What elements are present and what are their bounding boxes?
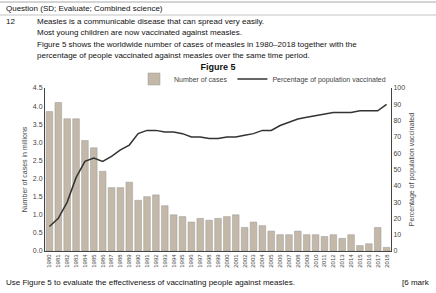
svg-text:1991: 1991 [144, 254, 150, 268]
svg-text:50: 50 [393, 166, 401, 173]
svg-text:4.0: 4.0 [33, 103, 43, 110]
svg-text:1999: 1999 [215, 254, 221, 268]
svg-text:3.0: 3.0 [33, 139, 43, 146]
svg-text:Percentage of population vacci: Percentage of population vaccinated [272, 76, 385, 84]
svg-text:30: 30 [393, 199, 401, 206]
svg-text:2018: 2018 [384, 254, 390, 268]
svg-text:2016: 2016 [366, 254, 372, 268]
svg-text:100: 100 [393, 84, 405, 91]
svg-text:2003: 2003 [250, 254, 256, 268]
svg-text:1984: 1984 [82, 254, 88, 268]
svg-text:Measles is a communicable dise: Measles is a communicable disease that c… [37, 17, 264, 26]
svg-text:1.5: 1.5 [33, 193, 43, 200]
svg-text:1988: 1988 [117, 254, 123, 268]
svg-text:2014: 2014 [348, 254, 354, 268]
svg-text:Number of cases: Number of cases [174, 76, 227, 83]
svg-text:Figure 5: Figure 5 [200, 62, 235, 72]
svg-text:1997: 1997 [197, 254, 203, 268]
svg-text:1990: 1990 [135, 254, 141, 268]
svg-text:1.0: 1.0 [33, 211, 43, 218]
svg-text:2006: 2006 [277, 254, 283, 268]
svg-text:Use Figure 5 to evaluate the e: Use Figure 5 to evaluate the effectivene… [6, 278, 295, 287]
svg-text:2001: 2001 [233, 254, 239, 268]
svg-text:80: 80 [393, 117, 401, 124]
svg-text:1995: 1995 [179, 254, 185, 268]
svg-text:2004: 2004 [259, 254, 265, 268]
svg-text:1989: 1989 [126, 254, 132, 268]
svg-text:2011: 2011 [321, 254, 327, 268]
svg-text:0: 0 [393, 247, 397, 254]
svg-text:Number of cases in millions: Number of cases in millions [21, 126, 28, 212]
svg-text:1987: 1987 [108, 254, 114, 268]
svg-text:2013: 2013 [339, 254, 345, 268]
svg-text:2005: 2005 [268, 254, 274, 268]
svg-text:2010: 2010 [313, 254, 319, 268]
svg-text:[6 mark: [6 mark [402, 278, 430, 287]
svg-text:70: 70 [393, 133, 401, 140]
svg-text:Question (SD; Evaluate; Combin: Question (SD; Evaluate; Combined science… [6, 4, 163, 13]
svg-text:10: 10 [393, 231, 401, 238]
svg-text:40: 40 [393, 182, 401, 189]
svg-text:2017: 2017 [375, 254, 381, 268]
svg-text:1998: 1998 [206, 254, 212, 268]
svg-text:1981: 1981 [55, 254, 61, 268]
svg-text:2.0: 2.0 [33, 175, 43, 182]
svg-text:90: 90 [393, 101, 401, 108]
svg-text:2000: 2000 [224, 254, 230, 268]
svg-text:1996: 1996 [188, 254, 194, 268]
svg-text:0.0: 0.0 [33, 247, 43, 254]
svg-text:3.5: 3.5 [33, 121, 43, 128]
svg-text:2.5: 2.5 [33, 157, 43, 164]
svg-text:1986: 1986 [100, 254, 106, 268]
svg-text:1994: 1994 [171, 254, 177, 268]
svg-text:4.5: 4.5 [33, 84, 43, 91]
svg-text:Most young children are now va: Most young children are now vaccinated a… [37, 28, 242, 37]
svg-text:2007: 2007 [286, 254, 292, 268]
svg-text:60: 60 [393, 150, 401, 157]
svg-text:2012: 2012 [330, 254, 336, 268]
svg-text:0.5: 0.5 [33, 229, 43, 236]
svg-text:1985: 1985 [91, 254, 97, 268]
svg-text:1982: 1982 [64, 254, 70, 268]
svg-text:2015: 2015 [357, 254, 363, 268]
svg-text:20: 20 [393, 215, 401, 222]
svg-text:Percentage of population vacci: Percentage of population vaccinated [408, 113, 416, 226]
svg-text:2002: 2002 [242, 254, 248, 268]
svg-text:1980: 1980 [46, 254, 52, 268]
svg-text:2008: 2008 [295, 254, 301, 268]
svg-text:1993: 1993 [162, 254, 168, 268]
svg-text:12: 12 [6, 17, 15, 26]
svg-text:Figure 5 shows the worldwide n: Figure 5 shows the worldwide number of c… [37, 40, 357, 49]
svg-text:1992: 1992 [153, 254, 159, 268]
svg-text:1983: 1983 [73, 254, 79, 268]
svg-text:percentage of people vaccinate: percentage of people vaccinated against … [37, 51, 310, 60]
svg-text:2009: 2009 [304, 254, 310, 268]
